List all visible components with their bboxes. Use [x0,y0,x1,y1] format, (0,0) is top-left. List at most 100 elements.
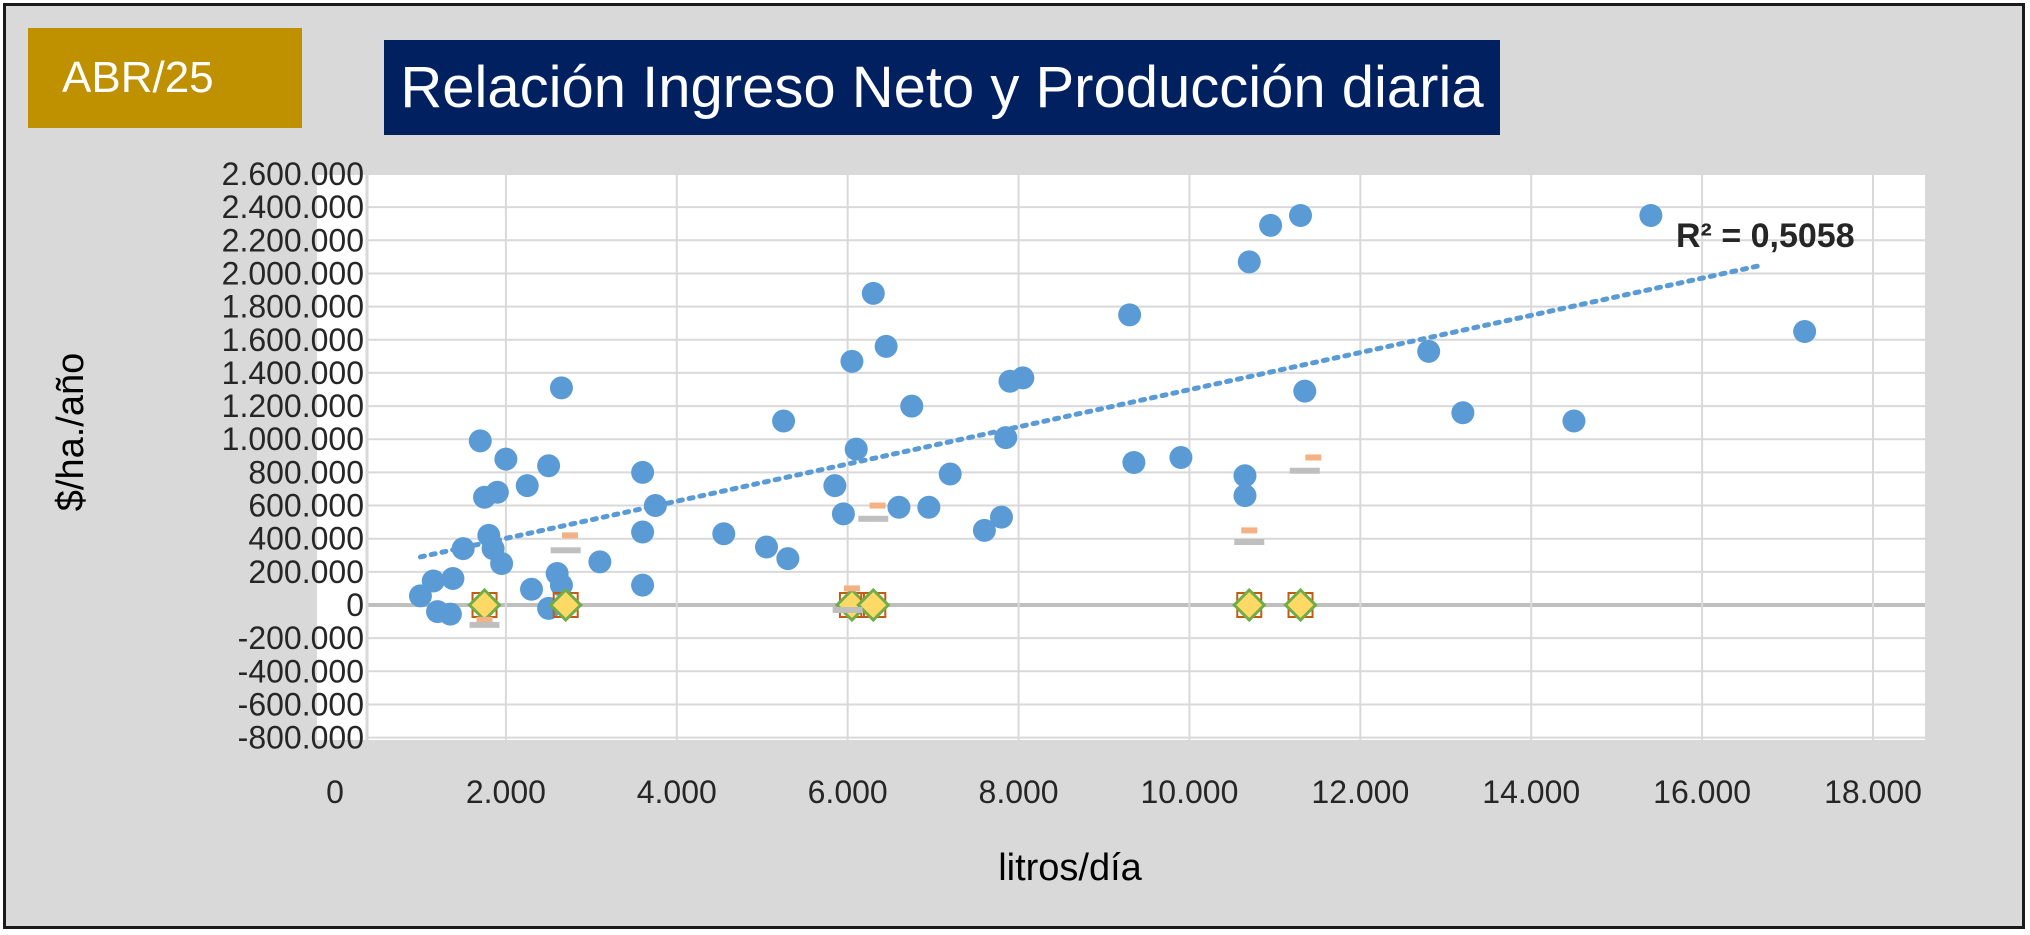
y-tick-label: 400.000 [248,521,364,557]
y-tick-label: 2.000.000 [222,255,364,291]
y-tick-label: -200.000 [238,620,364,656]
date-badge: ABR/25 [28,28,302,128]
dash-marker-orange [1241,527,1258,534]
scatter-point [515,474,539,498]
scatter-point [1417,339,1441,363]
scatter-point [1259,213,1283,237]
scatter-point [537,454,561,478]
scatter-point [938,462,962,486]
x-tick-label: 4.000 [637,774,717,810]
diamond-marker [1283,587,1318,623]
scatter-point [520,577,544,601]
scatter-point [754,535,778,559]
plot-area [317,175,1925,740]
scatter-point [441,566,465,590]
scatter-point [1169,445,1193,469]
trendline-group [417,262,1765,560]
x-tick-labels: 0 2.000 4.000 6.000 8.000 10.000 12.000 14.000 1… [326,774,1922,810]
dash-marker-orange [476,616,493,623]
dash-marker-gray [858,515,889,522]
scatter-point [643,494,667,518]
scatter-point [823,474,847,498]
scatter-point [989,505,1013,529]
scatter-point [1293,379,1317,403]
dash-marker-gray [832,606,863,613]
scatter-point [900,394,924,418]
scatter-point [1122,450,1146,474]
scatter-point [1289,203,1313,227]
x-tick-label: 16.000 [1653,774,1751,810]
scatter-point [887,495,911,519]
scatter-point [874,334,898,358]
scatter-point [1793,319,1817,343]
x-axis-title: litros/día [998,847,1142,889]
scatter-point [831,502,855,526]
y-tick-label: 2.200.000 [222,222,364,258]
r-squared-label: R² = 0,5058 [1676,217,1855,255]
x-tick-label: 0 [326,774,344,810]
diamond-marker [856,587,891,623]
scatter-point [1639,203,1663,227]
y-tick-label: 1.800.000 [222,289,364,325]
dash-marker-gray [1289,467,1320,474]
scatter-point [451,537,475,561]
scatter-point [631,573,655,597]
dash-marker-gray [469,621,500,628]
y-tick-label: -800.000 [238,720,364,756]
dash-marker-gray [550,547,581,554]
scatter-point [972,518,996,542]
scatter-point [1451,401,1475,425]
y-tick-label: 2.600.000 [222,156,364,192]
y-tick-label: 600.000 [248,488,364,524]
scatter-point [844,437,868,461]
scatter-point [468,429,492,453]
y-tick-label: 800.000 [248,454,364,490]
dash-marker-orange [1305,454,1322,461]
scatter-point [1118,303,1142,327]
scatter-point [438,602,462,626]
scatter-point [490,552,514,576]
x-tick-label: 12.000 [1311,774,1409,810]
y-tick-label: 1.200.000 [222,388,364,424]
scatter-point [994,426,1018,450]
scatter-point [588,550,612,574]
scatter-point [421,569,445,593]
scatter-point [1011,366,1035,390]
y-tick-label: -400.000 [238,653,364,689]
y-tick-label: 200.000 [248,554,364,590]
y-tick-label: 2.400.000 [222,189,364,225]
dash-marker-orange [869,502,886,509]
scatter-point [1237,250,1261,274]
y-tick-label: -600.000 [238,686,364,722]
dash-marker-orange [843,585,860,592]
y-tick-label: 0 [346,587,364,623]
scatter-point [772,409,796,433]
y-axis-title: $/ha./año [50,353,92,511]
diamond-marker [548,587,583,623]
x-tick-label: 14.000 [1482,774,1580,810]
scatter-point [840,349,864,373]
x-tick-label: 8.000 [979,774,1059,810]
trendline [417,262,1765,560]
diamond-marker [1232,587,1267,623]
dash-marker-gray [1234,539,1265,546]
x-tick-label: 2.000 [466,774,546,810]
x-tick-label: 18.000 [1824,774,1922,810]
dash-marker-orange [561,532,578,539]
scatter-point [408,584,432,608]
x-tick-label: 6.000 [808,774,888,810]
scatter-point [485,480,509,504]
scatter-point [776,547,800,571]
scatter-point [1233,484,1257,508]
y-tick-label: 1.000.000 [222,421,364,457]
scatter-point [861,281,885,305]
y-tick-label: 1.600.000 [222,322,364,358]
scatter-point [1233,464,1257,488]
scatter-point [917,495,941,519]
scatter-point [631,520,655,544]
scatter-point [631,460,655,484]
chart-title: Relación Ingreso Neto y Producción diari… [384,40,1500,135]
y-tick-label: 1.400.000 [222,355,364,391]
scatter-point [549,376,573,400]
